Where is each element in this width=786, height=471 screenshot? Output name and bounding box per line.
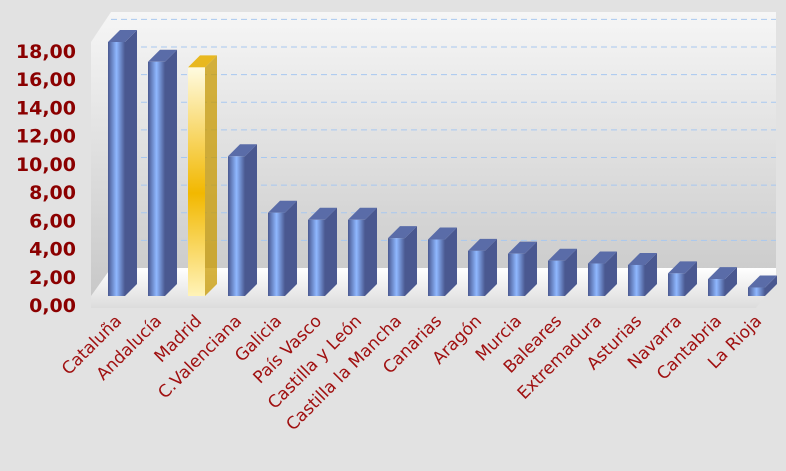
bar-side <box>365 207 377 296</box>
bar-top <box>628 252 657 265</box>
bar-side <box>205 55 217 297</box>
y-tick-label: 16,00 <box>16 69 76 91</box>
bar <box>268 200 297 296</box>
bar <box>468 238 497 296</box>
bar-top <box>388 226 417 239</box>
bar-top <box>228 144 257 157</box>
bar-top <box>108 30 137 42</box>
bar-top <box>708 267 737 280</box>
bar <box>748 275 777 296</box>
bar-top <box>188 55 217 68</box>
bar-top <box>428 227 457 240</box>
bar <box>628 252 657 296</box>
bar-front <box>508 253 525 296</box>
bar-top <box>548 248 577 261</box>
bar <box>388 226 417 296</box>
bar-side <box>445 227 457 296</box>
bar-top <box>268 200 297 213</box>
bar-side <box>565 248 577 296</box>
bar-side <box>485 238 497 296</box>
gridlines <box>111 18 776 241</box>
y-tick-label: 10,00 <box>16 154 76 176</box>
bar-side <box>285 200 297 296</box>
bar <box>708 267 737 296</box>
bar-front <box>188 67 205 297</box>
bar-front <box>308 219 325 296</box>
bar-front <box>228 156 245 296</box>
chart-back-wall <box>91 12 776 296</box>
y-tick-label: 18,00 <box>16 41 76 63</box>
bar-front <box>548 260 565 296</box>
bar-top <box>148 49 177 62</box>
bar <box>148 49 177 296</box>
bar <box>108 30 137 296</box>
bar-side <box>165 49 177 296</box>
bar-top <box>508 241 537 254</box>
y-tick-label: 8,00 <box>29 182 76 204</box>
bar <box>188 55 217 297</box>
bar <box>668 261 697 296</box>
bar-top <box>468 238 497 251</box>
y-tick-label: 4,00 <box>29 239 76 261</box>
bar-side <box>765 275 777 296</box>
y-axis-ticks: 0,00 2,00 4,00 6,00 8,00 10,00 12,00 14,00 16,00… <box>16 41 76 317</box>
bar-front <box>348 219 365 296</box>
y-tick-label: 0,00 <box>29 295 76 317</box>
bar-front <box>388 238 405 296</box>
bar-front <box>468 250 485 296</box>
bar-side <box>685 261 697 296</box>
bar-top <box>348 207 377 220</box>
bar-front <box>628 264 645 296</box>
y-tick-label: 14,00 <box>16 97 76 119</box>
bar-side <box>725 267 737 296</box>
y-tick-label: 6,00 <box>29 210 76 232</box>
bar-front <box>748 287 765 296</box>
bar-front <box>428 239 445 296</box>
bar-top <box>668 261 697 274</box>
bar-top <box>588 251 617 264</box>
bar-top <box>748 275 777 288</box>
bar-side <box>125 30 137 296</box>
x-axis-ticks: CataluñaAndalucíaMadridC.ValencianaGalic… <box>58 311 766 435</box>
bar-front <box>268 212 285 296</box>
bar-side <box>605 251 617 296</box>
bar-top <box>308 207 337 220</box>
bar <box>308 207 337 296</box>
y-tick-label: 12,00 <box>16 126 76 148</box>
bar-front <box>708 279 725 296</box>
bar-front <box>148 61 165 296</box>
bar <box>508 241 537 296</box>
bars <box>108 30 777 297</box>
bar <box>588 251 617 296</box>
bar-side <box>405 226 417 296</box>
bar-side <box>525 241 537 296</box>
bar-side <box>325 207 337 296</box>
bar-side <box>645 252 657 296</box>
bar-front <box>588 263 605 296</box>
bar-front <box>668 273 685 296</box>
bar <box>228 144 257 296</box>
bar <box>348 207 377 296</box>
bar <box>428 227 457 296</box>
bar <box>548 248 577 296</box>
bar-side <box>245 144 257 296</box>
bar-front <box>108 42 125 296</box>
y-tick-label: 2,00 <box>29 267 76 289</box>
